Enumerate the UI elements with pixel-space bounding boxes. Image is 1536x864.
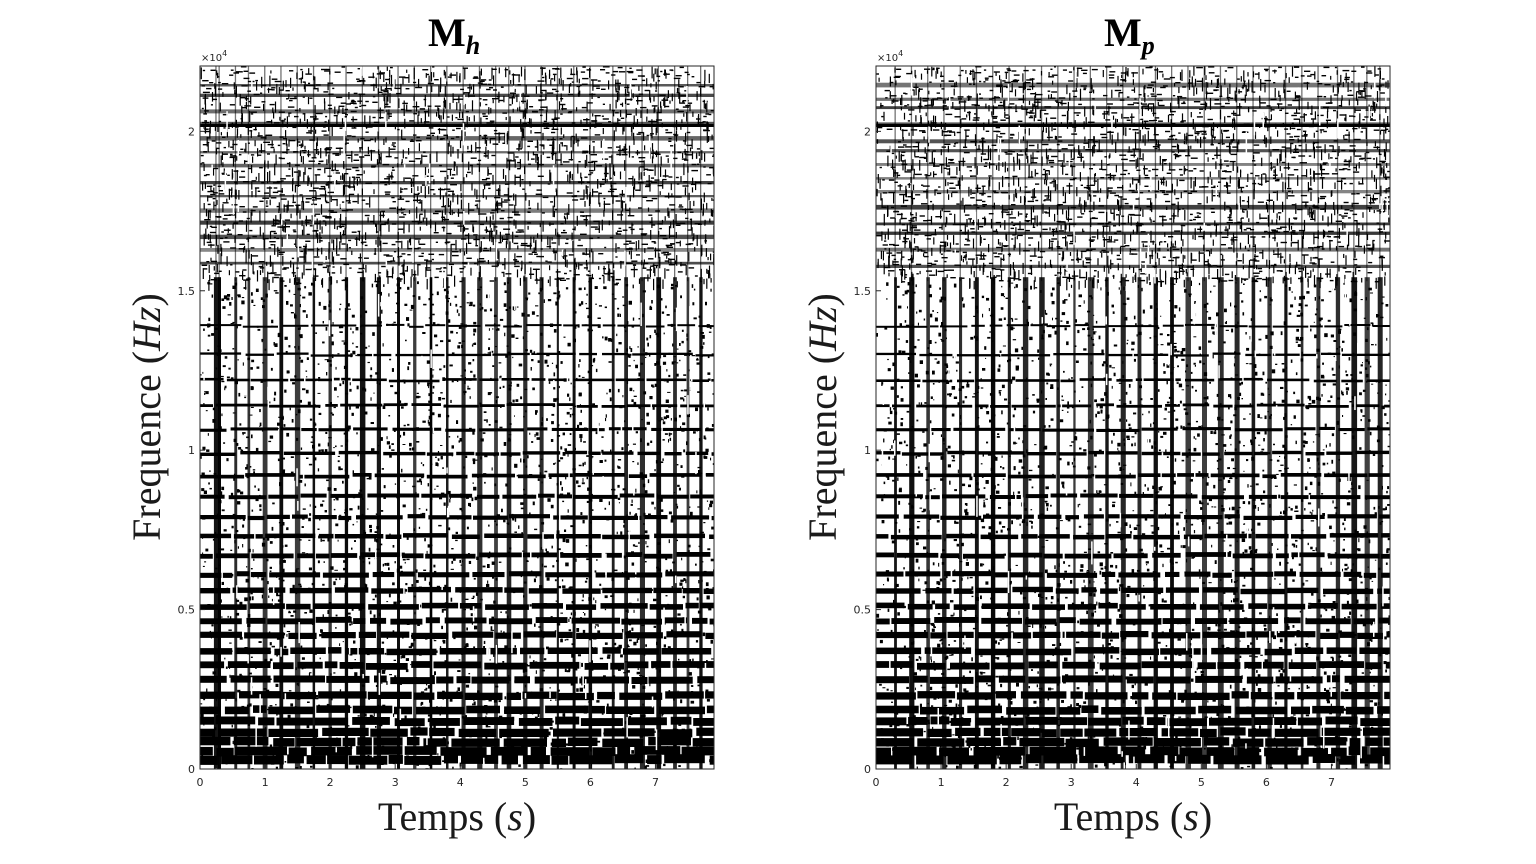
texture-gaps [202, 66, 707, 769]
chart-title: Mh [428, 10, 480, 60]
x-axis-label: Temps (s) [378, 794, 536, 839]
y-axis-exponent-base: ×10 [201, 53, 222, 64]
chart-title-main: M [428, 10, 466, 55]
chart-title: Mp [1104, 10, 1155, 60]
x-tick-label: 6 [587, 776, 594, 789]
high-frequency-streaks [876, 82, 1390, 268]
x-axis-ticks: 0 1 2 3 4 5 6 7 [197, 764, 659, 789]
x-tick-label: 0 [197, 776, 204, 789]
x-tick-label: 5 [1198, 776, 1205, 789]
y-tick-label: 0 [188, 763, 195, 776]
y-axis-label-text: Frequence [800, 374, 845, 541]
x-tick-label: 1 [262, 776, 269, 789]
y-tick-label: 0.5 [854, 604, 872, 617]
y-tick-label: 0 [864, 763, 871, 776]
y-axis-label-unit: Hz [800, 306, 845, 352]
y-tick-label: 1 [188, 444, 195, 457]
y-tick-label: 1.5 [178, 285, 196, 298]
x-tick-label: 2 [327, 776, 334, 789]
y-axis-exponent-base: ×10 [877, 53, 898, 64]
y-axis-exponent-power: 4 [898, 49, 903, 58]
y-tick-label: 0.5 [178, 604, 196, 617]
y-axis-label: Frequence (Hz) [800, 293, 845, 541]
x-tick-label: 7 [1328, 776, 1335, 789]
y-tick-label: 2 [864, 125, 871, 138]
x-tick-label: 3 [392, 776, 399, 789]
upper-band-line [876, 124, 1390, 127]
x-tick-label: 1 [938, 776, 945, 789]
x-axis-label-unit: s [1183, 794, 1199, 839]
texture-gaps [879, 66, 1388, 769]
y-axis-ticks: 0 0.5 1 1.5 2 [854, 125, 881, 776]
y-tick-label: 2 [188, 125, 195, 138]
y-axis-label-unit: Hz [124, 306, 169, 352]
y-axis-label: Frequence (Hz) [124, 293, 169, 541]
onset-stripes [213, 66, 703, 769]
plot-area [875, 65, 1391, 770]
x-axis-ticks: 0 1 2 3 4 5 6 7 [873, 764, 1335, 789]
chart-title-subscript: p [1140, 31, 1155, 60]
x-tick-label: 3 [1068, 776, 1075, 789]
y-axis-exponent: ×104 [877, 49, 903, 64]
spectrogram-heatmap [200, 66, 714, 769]
x-tick-label: 4 [457, 776, 464, 789]
plot-area [199, 65, 715, 770]
x-tick-label: 2 [1003, 776, 1010, 789]
high-frequency-streaks [200, 84, 714, 265]
chart-title-subscript: h [466, 31, 480, 60]
x-tick-label: 7 [652, 776, 659, 789]
plot-frame [875, 65, 1391, 770]
spectrogram-heatmap [876, 66, 1390, 769]
y-axis-exponent: ×104 [201, 49, 227, 64]
y-axis-label-text: Frequence [124, 374, 169, 541]
upper-band-line [200, 124, 714, 127]
x-tick-label: 5 [522, 776, 529, 789]
x-axis-label: Temps (s) [1054, 794, 1212, 839]
x-axis-label-unit: s [507, 794, 523, 839]
x-axis-label-text: Temps [1054, 794, 1160, 839]
y-tick-label: 1 [864, 444, 871, 457]
x-axis-label-text: Temps [378, 794, 484, 839]
y-axis-ticks: 0 0.5 1 1.5 2 [178, 125, 205, 776]
chart-title-main: M [1104, 10, 1142, 55]
x-tick-label: 0 [873, 776, 880, 789]
x-tick-label: 4 [1133, 776, 1140, 789]
y-tick-label: 1.5 [854, 285, 872, 298]
x-tick-label: 6 [1263, 776, 1270, 789]
y-axis-exponent-power: 4 [222, 49, 227, 58]
plot-frame [199, 65, 715, 770]
